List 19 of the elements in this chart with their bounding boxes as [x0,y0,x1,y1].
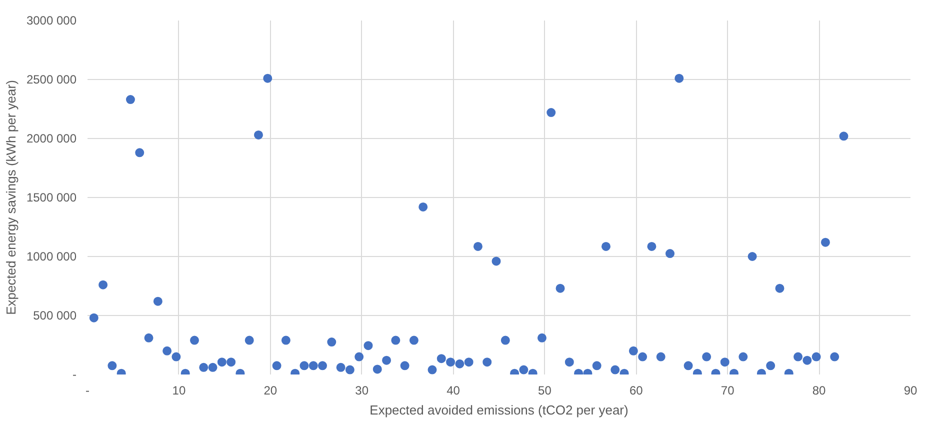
y-tick-label: 2500 000 [26,72,77,86]
y-tick-label: 2000 000 [26,132,77,146]
y-tick-label: 500 000 [33,308,77,322]
x-tick-label: 20 [264,384,278,398]
x-tick-label: 90 [904,384,918,398]
x-tick-label: 50 [538,384,552,398]
x-tick-label: 40 [446,384,460,398]
x-tick-label: 80 [812,384,826,398]
x-tick-label: 60 [629,384,644,398]
y-tick-label: 3000 000 [26,14,77,28]
x-tick-label: 70 [720,384,735,398]
y-tick-label: 1000 000 [26,250,77,264]
x-tick-label: - [86,384,90,398]
y-axis-title: Expected energy savings (kWh per year) [3,80,18,315]
x-tick-label: 10 [172,384,186,398]
x-tick-label: 30 [355,384,369,398]
x-axis-title: Expected avoided emissions (tCO2 per year) [370,402,628,418]
y-tick-label: 1500 000 [26,190,77,204]
y-tick-label: - [72,368,77,382]
